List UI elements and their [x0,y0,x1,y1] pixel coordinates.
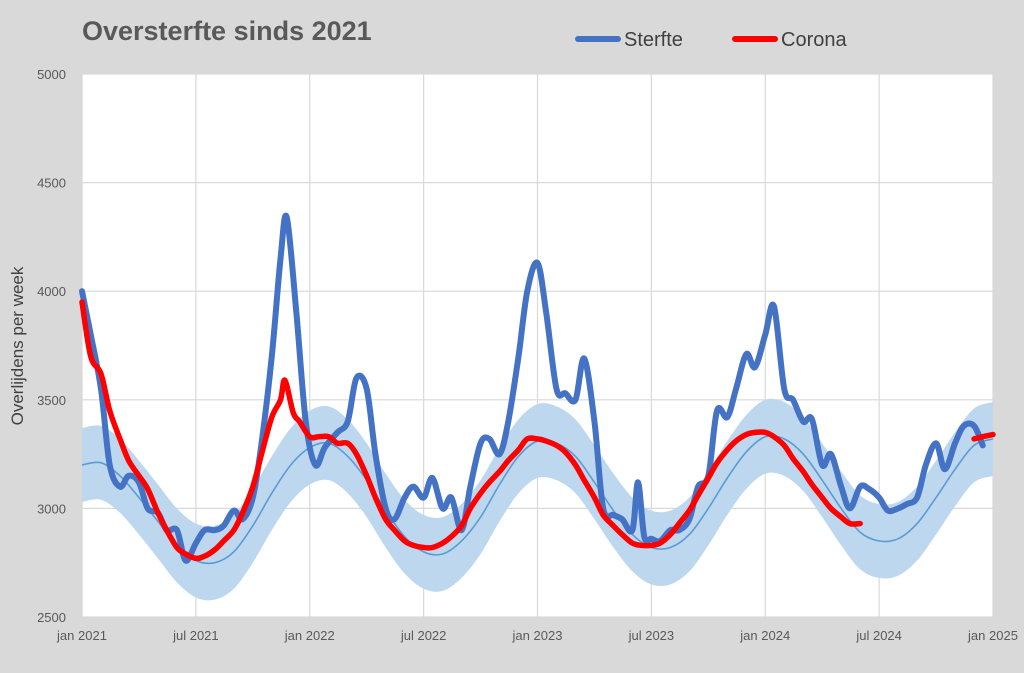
x-tick-label: jul 2021 [172,628,219,643]
x-tick-label: jan 2021 [56,628,107,643]
legend-label-sterfte: Sterfte [624,29,683,51]
y-tick-label: 3000 [37,501,66,516]
x-tick-label: jul 2022 [400,628,447,643]
x-tick-label: jan 2023 [512,628,563,643]
legend-label-corona: Corona [781,29,847,51]
series-line-sterfte [79,212,986,564]
y-tick-label: 3500 [37,393,66,408]
series-lines [79,212,996,564]
y-tick-label: 5000 [37,67,66,82]
x-tick-label: jan 2024 [739,628,790,643]
y-tick-label: 4000 [37,284,66,299]
chart-title: Oversterfte sinds 2021 [82,16,372,46]
x-tick-label: jan 2022 [284,628,335,643]
axis-ticks: 2500 3000 3500 4000 4500 5000 jan 2021 jul 2021… [37,67,1018,643]
series-line-corona [79,299,863,562]
y-tick-label: 4500 [37,176,66,191]
series-line-corona [971,431,996,442]
legend: Sterfte Corona [575,29,847,51]
y-tick-label: 2500 [37,610,66,625]
x-tick-label: jul 2023 [628,628,675,643]
y-axis-label: Overlijdens per week [8,266,27,425]
x-tick-label: jul 2024 [855,628,902,643]
x-tick-label: jan 2025 [967,628,1018,643]
